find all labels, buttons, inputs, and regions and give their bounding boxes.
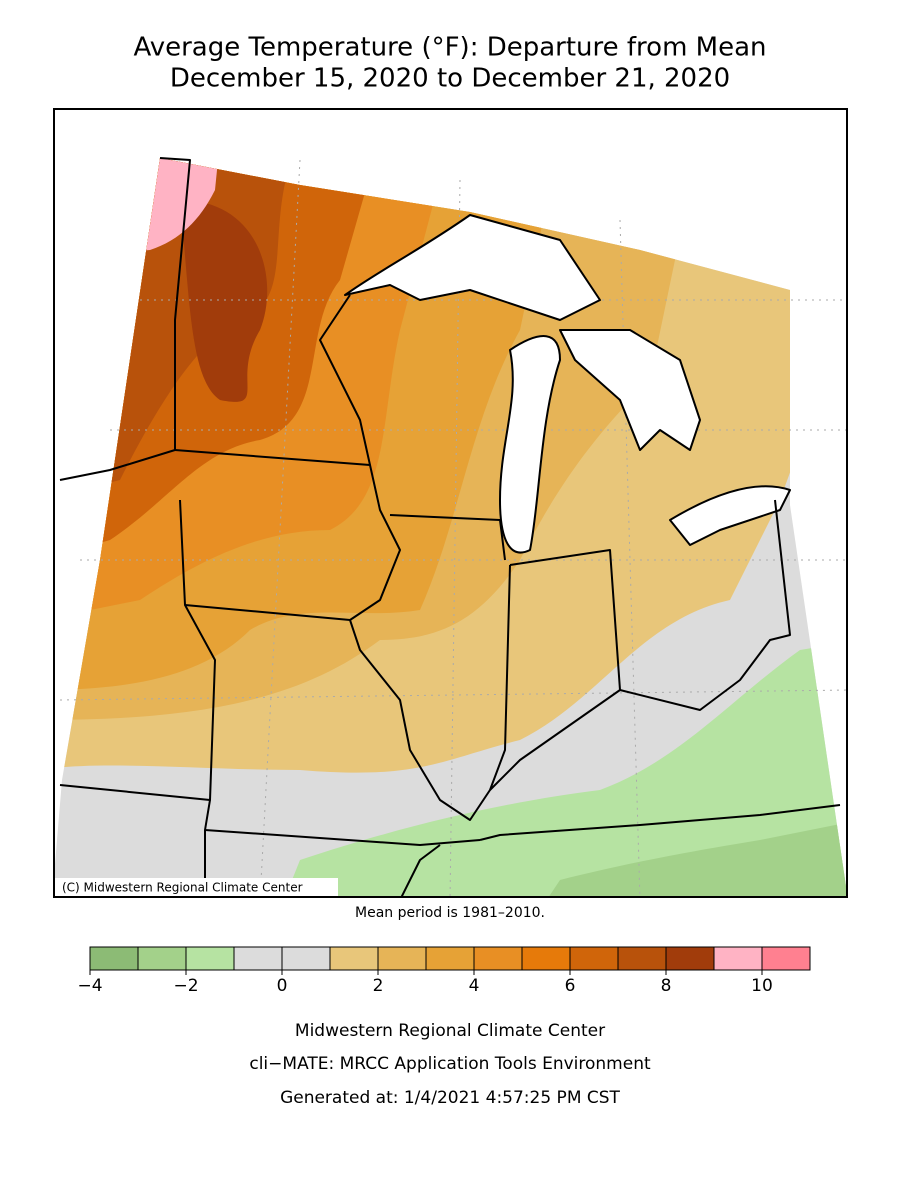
color-box	[281, 946, 331, 971]
color-box	[665, 946, 715, 971]
tick-label: 10	[751, 976, 773, 996]
tick-label: 8	[661, 976, 672, 996]
footer-line: Midwestern Regional Climate Center	[295, 1021, 605, 1041]
grid	[59, 159, 847, 897]
tick-label: 2	[373, 976, 384, 996]
color-box	[521, 946, 571, 971]
map-frame	[53, 108, 848, 898]
footer-line: cli−MATE: MRCC Application Tools Environ…	[249, 1054, 651, 1074]
mean-period-note: Mean period is 1981–2010.	[355, 905, 545, 921]
subtitle: December 15, 2020 to December 21, 2020	[170, 64, 730, 94]
color-box	[233, 946, 283, 971]
map: (C) Midwestern Regional Climate Center	[54, 157, 847, 897]
color-box	[377, 946, 427, 971]
copyright-box	[55, 878, 338, 897]
state-borders	[59, 157, 841, 897]
footer-line: Generated at: 1/4/2021 4:57:25 PM CST	[280, 1088, 620, 1108]
color-box	[137, 946, 187, 971]
tick-label: 6	[565, 976, 576, 996]
title: Average Temperature (°F): Departure from…	[133, 33, 766, 63]
tick-label: 0	[277, 976, 288, 996]
color-box	[713, 946, 763, 971]
copyright: (C) Midwestern Regional Climate Center	[62, 881, 303, 895]
color-box	[569, 946, 619, 971]
color-box	[617, 946, 667, 971]
color-box	[761, 946, 811, 971]
color-box	[185, 946, 235, 971]
color-box	[425, 946, 475, 971]
tick-label: −4	[77, 976, 102, 996]
tick-label: −2	[173, 976, 198, 996]
colorbar: −4 −2 0 2 4 6 8 10	[77, 946, 811, 996]
color-box	[473, 946, 523, 971]
tick-label: 4	[469, 976, 480, 996]
color-box	[89, 946, 139, 971]
color-box	[329, 946, 379, 971]
lakes	[344, 214, 791, 554]
